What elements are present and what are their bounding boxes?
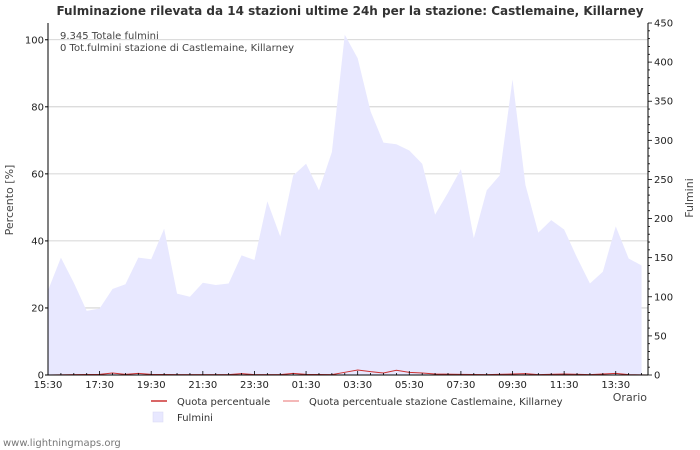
chart-title: Fulminazione rilevata da 14 stazioni ult… (56, 4, 643, 18)
fulmini-area (48, 34, 642, 375)
left-tick-label: 100 (25, 35, 44, 46)
x-tick-label: 23:30 (240, 380, 269, 391)
x-tick-label: 01:30 (292, 380, 321, 391)
x-tick-label: 13:30 (601, 380, 630, 391)
x-tick-label: 17:30 (85, 380, 114, 391)
right-tick-label: 250 (654, 175, 673, 186)
area-series-layer (48, 34, 642, 375)
total-strikes-annotation: 9.345 Totale fulmini (60, 31, 159, 42)
x-axis-ticks: 15:30 17:30 19:30 21:30 23:30 01:30 03:30 05:30… (34, 371, 642, 391)
right-tick-label: 450 (654, 19, 673, 30)
right-axis-ticks: 0 50 100 150 200 250 300 350 400 450 (648, 19, 673, 382)
right-tick-label: 400 (654, 58, 673, 69)
legend-label-fulmini: Fulmini (177, 413, 213, 424)
right-tick-label: 50 (654, 331, 667, 342)
axes (47, 23, 649, 376)
left-axis-title: Percento [%] (3, 165, 16, 236)
x-tick-label: 03:30 (343, 380, 372, 391)
right-tick-label: 0 (654, 371, 660, 382)
left-tick-label: 20 (31, 303, 44, 314)
x-axis-title: Orario (613, 391, 648, 404)
right-tick-label: 200 (654, 214, 673, 225)
left-tick-label: 40 (31, 236, 44, 247)
right-axis-title: Fulmini (683, 178, 696, 218)
x-tick-label: 15:30 (34, 380, 63, 391)
station-strikes-annotation: 0 Tot.fulmini stazione di Castlemaine, K… (60, 43, 294, 54)
right-tick-label: 300 (654, 136, 673, 147)
left-tick-label: 80 (31, 102, 44, 113)
quota-line (47, 369, 649, 376)
right-tick-label: 150 (654, 253, 673, 264)
x-tick-label: 21:30 (188, 380, 217, 391)
left-tick-label: 60 (31, 169, 44, 180)
left-tick-label: 0 (38, 371, 44, 382)
x-tick-label: 09:30 (498, 380, 527, 391)
footer-credit: www.lightningmaps.org (3, 438, 121, 449)
right-tick-label: 350 (654, 97, 673, 108)
legend: Quota percentuale Quota percentuale staz… (151, 397, 563, 424)
x-tick-label: 07:30 (446, 380, 475, 391)
x-tick-label: 05:30 (395, 380, 424, 391)
legend-label-quota: Quota percentuale (177, 397, 270, 408)
legend-swatch-fulmini (152, 411, 164, 423)
x-tick-label: 11:30 (550, 380, 579, 391)
x-tick-label: 19:30 (137, 380, 166, 391)
left-axis-ticks: 0 20 40 60 80 100 (25, 35, 48, 382)
legend-label-quota-station: Quota percentuale stazione Castlemaine, … (309, 397, 563, 408)
right-tick-label: 100 (654, 292, 673, 303)
